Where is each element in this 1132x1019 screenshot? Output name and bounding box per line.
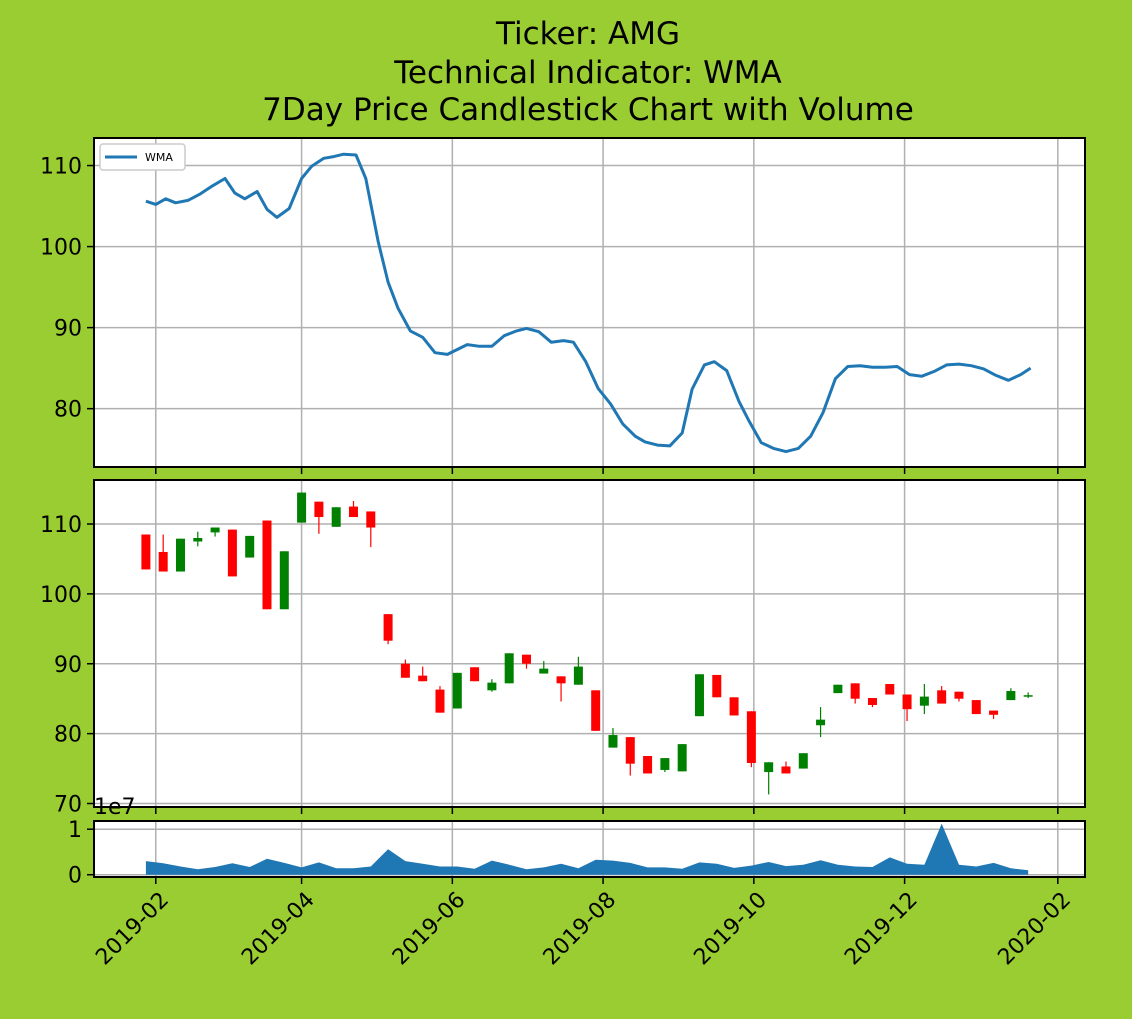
candle-body (418, 675, 428, 682)
candle-body (971, 700, 981, 715)
price-plot-area (94, 480, 1085, 807)
price-y-tick-label: 100 (40, 583, 82, 608)
candle-body (400, 663, 410, 678)
wma-plot-area (94, 138, 1085, 467)
wma-frame (93, 137, 1086, 468)
candle-body (175, 538, 185, 572)
candle-body (1006, 691, 1016, 701)
candle-body (314, 501, 324, 518)
price-y-axis: 70 80 90 100 110 (40, 513, 94, 818)
price-y-tick-label: 70 (54, 793, 82, 818)
candle-body (937, 690, 947, 704)
candle-body (867, 698, 877, 705)
wma-panel: 80 90 100 110 WMA (40, 137, 1086, 474)
candle-body (902, 694, 912, 710)
wma-grid (94, 138, 1085, 467)
candle-body (452, 672, 462, 709)
candle-body (850, 683, 860, 699)
candle-body (989, 710, 999, 715)
candle-body (573, 666, 583, 685)
candle-body (470, 667, 480, 682)
wma-x-ticks (155, 467, 1059, 474)
wma-legend: WMA (99, 143, 186, 171)
price-grid (94, 480, 1085, 807)
candle-body (435, 689, 445, 713)
candle-body (919, 696, 929, 706)
wma-y-tick-label: 90 (54, 317, 82, 342)
candle-body (625, 737, 635, 764)
volume-area (145, 823, 1029, 875)
candle-body (227, 529, 237, 577)
candlesticks (141, 492, 1033, 795)
candle-body (193, 537, 203, 542)
candle-body (556, 676, 566, 684)
candle-body (383, 614, 393, 641)
title-line-2: Technical Indicator: WMA (393, 55, 782, 91)
wma-series-line (145, 152, 1032, 454)
volume-y-tick-label: 0 (68, 864, 82, 889)
candle-body (591, 690, 601, 731)
candle-body (798, 753, 808, 769)
legend-box (99, 143, 186, 171)
volume-y-axis: 01 (68, 818, 94, 889)
candle-body (348, 506, 358, 518)
candle-body (539, 668, 549, 674)
price-y-tick-label: 90 (54, 653, 82, 678)
candle-body (1023, 695, 1033, 697)
legend-label-wma: WMA (145, 151, 173, 164)
candle-body (279, 551, 289, 610)
candle-body (677, 744, 687, 772)
candle-body (746, 711, 756, 763)
volume-frame (93, 820, 1086, 878)
wma-y-tick-label: 110 (40, 155, 82, 180)
volume-y-tick-label: 1 (68, 818, 82, 843)
wma-y-axis: 80 90 100 110 (40, 155, 94, 423)
candle-body (816, 719, 826, 726)
candle-body (781, 766, 791, 774)
price-x-ticks (155, 807, 1059, 814)
candle-body (331, 507, 341, 527)
volume-offset-text: 1e7 (94, 795, 136, 820)
title-line-3: 7Day Price Candlestick Chart with Volume (262, 92, 914, 128)
candle-body (833, 684, 843, 694)
candle-body (608, 735, 618, 748)
wma-y-tick-label: 80 (54, 398, 82, 423)
price-panel: 70 80 90 100 110 (40, 479, 1086, 818)
candle-body (729, 697, 739, 716)
price-y-tick-label: 110 (40, 513, 82, 538)
candle-body (954, 691, 964, 699)
candle-body (885, 684, 895, 695)
price-frame (93, 479, 1086, 808)
candle-body (504, 653, 514, 684)
candle-body (487, 682, 497, 691)
candle-body (366, 511, 376, 528)
candle-body (643, 755, 653, 774)
candle-body (660, 758, 670, 770)
candle-body (158, 551, 168, 572)
candle-body (694, 674, 704, 717)
candle-body (245, 535, 255, 558)
candle-body (141, 534, 151, 570)
candle-body (262, 520, 272, 610)
candle-body (764, 762, 774, 773)
candle-body (712, 674, 722, 698)
wma-y-tick-label: 100 (40, 236, 82, 261)
candle-body (521, 654, 531, 664)
title-line-1: Ticker: AMG (495, 16, 680, 52)
price-y-tick-label: 80 (54, 723, 82, 748)
candle-body (297, 492, 307, 523)
candle-body (210, 527, 220, 533)
